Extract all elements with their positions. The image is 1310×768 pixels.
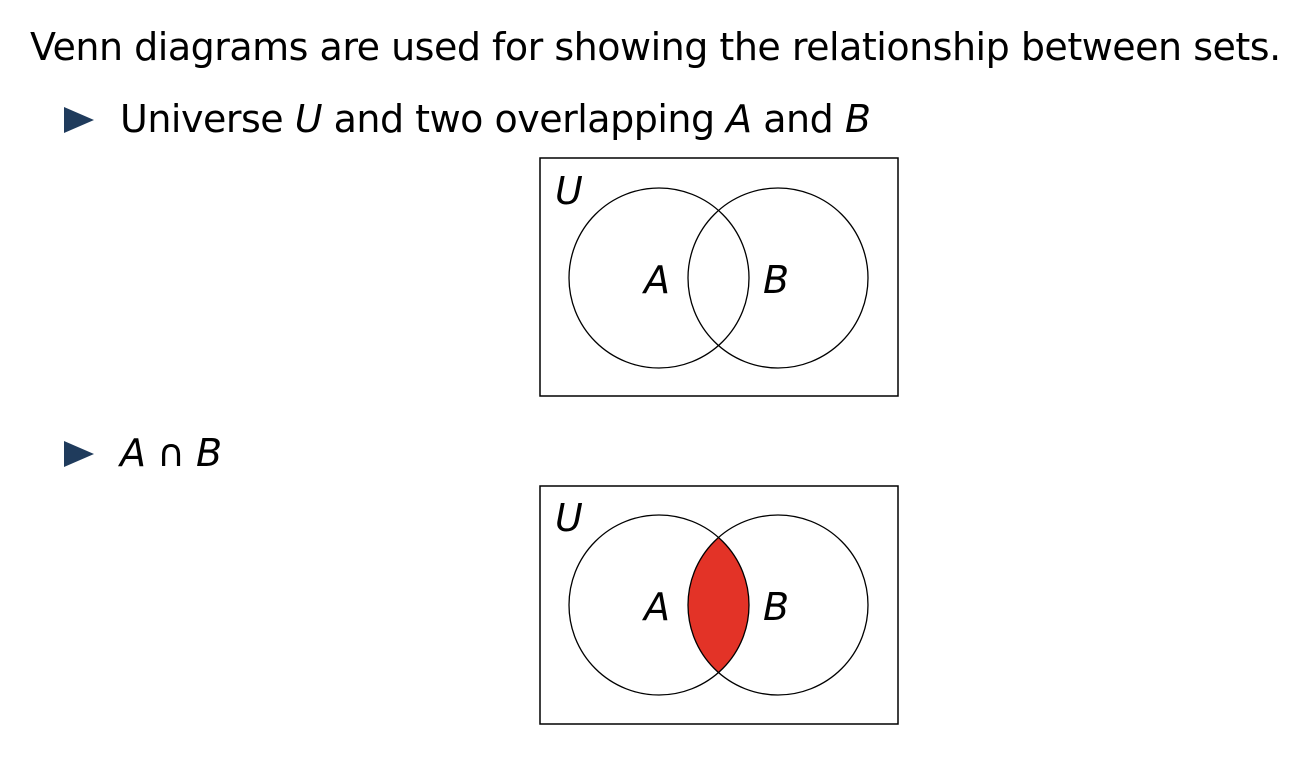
universe-box: [539, 485, 899, 725]
set-a-label: A: [641, 258, 670, 302]
bullet-intersection: A ∩ B: [64, 428, 222, 478]
venn-diagram-universe: U A B: [539, 157, 899, 397]
bullet-universe: Universe U and two overlapping A and B: [64, 94, 871, 144]
math-universe-symbol: U: [294, 97, 323, 141]
universe-label: U: [555, 169, 583, 213]
bullet-triangle-icon: [64, 441, 94, 467]
bullet-text-part: and two overlapping: [322, 97, 727, 141]
math-set-b-symbol: B: [195, 431, 222, 475]
universe-label: U: [555, 496, 583, 540]
bullet-triangle-icon: [64, 107, 94, 133]
intro-text: Venn diagrams are used for showing the r…: [30, 25, 1281, 69]
math-set-b-symbol: B: [844, 97, 871, 141]
set-b-label: B: [763, 585, 789, 629]
set-a-circle: [568, 187, 750, 369]
math-set-a-symbol: A: [726, 97, 752, 141]
intersection-region: [688, 515, 749, 695]
bullet-text-part: and: [751, 97, 845, 141]
set-b-label: B: [763, 258, 789, 302]
math-set-a-symbol: A: [120, 431, 146, 475]
intersection-operator: ∩: [145, 431, 196, 475]
set-b-circle: [687, 187, 869, 369]
universe-box: [539, 157, 899, 397]
set-a-label: A: [641, 585, 670, 629]
set-b-circle: [687, 514, 869, 696]
bullet-text-part: Universe: [120, 97, 295, 141]
set-a-circle: [568, 514, 750, 696]
venn-diagram-intersection: U A B: [539, 485, 899, 725]
